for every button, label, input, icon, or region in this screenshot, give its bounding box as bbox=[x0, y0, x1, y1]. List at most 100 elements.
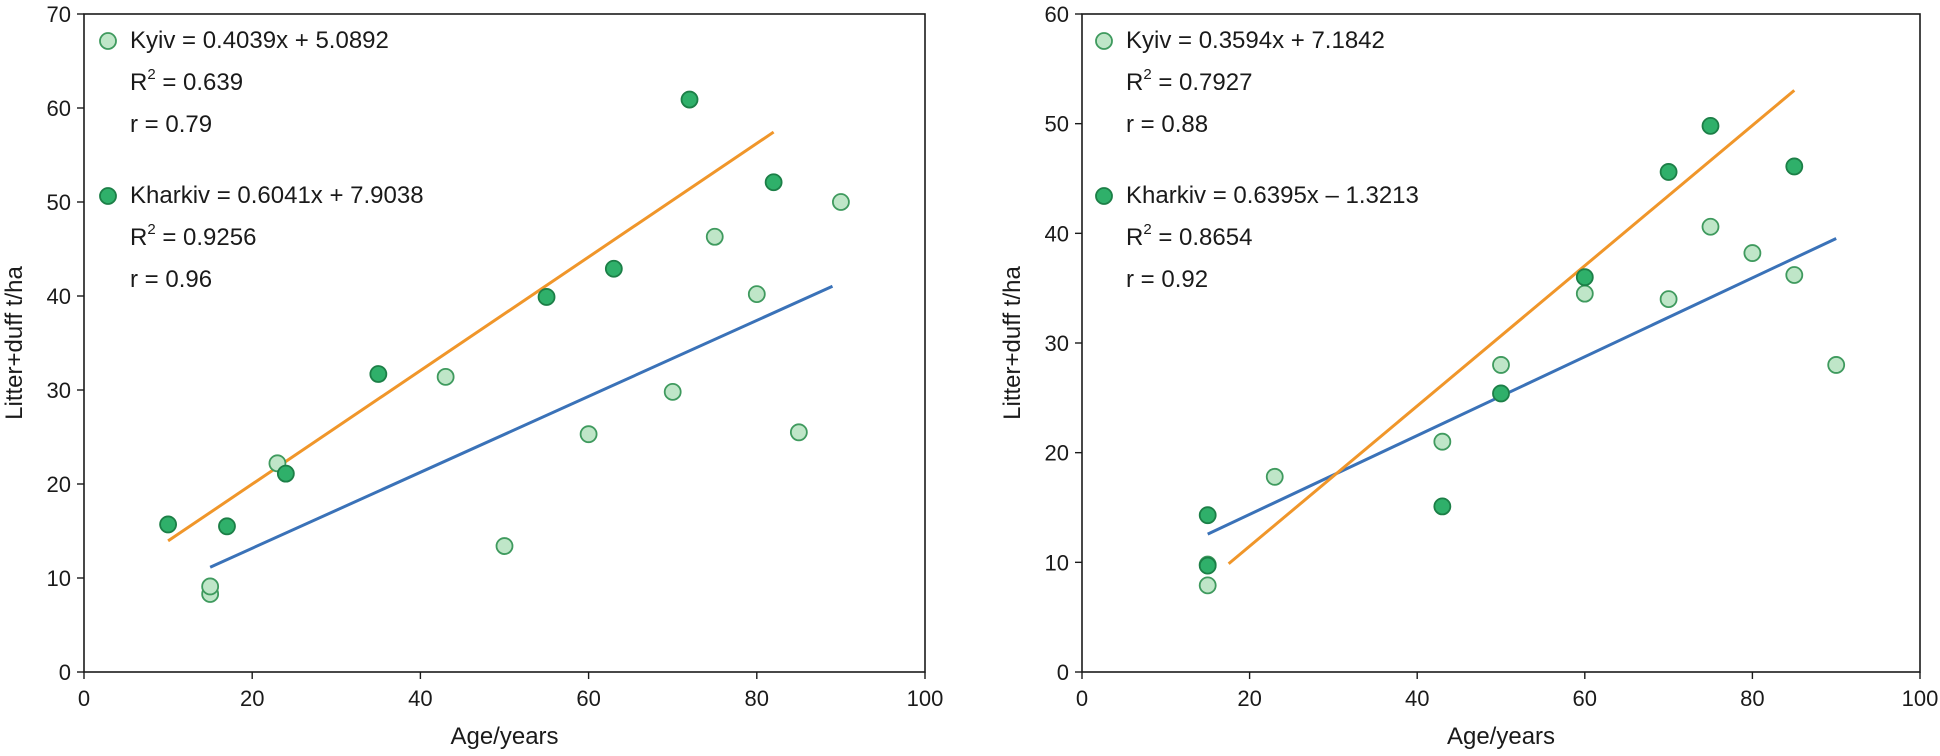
data-point-kyiv bbox=[1659, 290, 1678, 309]
y-tick-label: 60 bbox=[1045, 2, 1069, 27]
legend-equation: Kyiv = 0.3594x + 7.1842 bbox=[1126, 27, 1385, 54]
data-point-kharkiv bbox=[1492, 384, 1510, 403]
x-tick-label: 80 bbox=[745, 686, 769, 711]
x-tick-label: 60 bbox=[576, 686, 600, 711]
r-squared-symbol: R bbox=[130, 224, 147, 251]
r-squared-value: = 0.639 bbox=[156, 69, 243, 96]
y-axis-title: Litter+duff t/ha bbox=[1, 266, 28, 420]
trendline-kyiv bbox=[1207, 237, 1837, 536]
y-tick-label: 10 bbox=[47, 566, 71, 591]
data-point-kyiv bbox=[1785, 266, 1804, 284]
legend-r-squared: R2 = 0.8654 bbox=[1126, 221, 1252, 251]
chart-panel-2: 0 20 40 60 80 100 0 10 20 30 40 50 60 Age/years Litter… bbox=[999, 2, 1938, 750]
x-tick-label: 80 bbox=[1740, 686, 1764, 711]
y-tick-label: 40 bbox=[1045, 221, 1069, 246]
legend-kyiv: Kyiv = 0.3594x + 7.1842 R2 = 0.7927 r = 0.… bbox=[1095, 27, 1385, 138]
legend-marker bbox=[99, 32, 117, 50]
data-point-kyiv bbox=[747, 285, 766, 304]
data-point-kyiv bbox=[1701, 217, 1720, 236]
data-point-kyiv bbox=[1492, 356, 1510, 374]
data-point-kyiv bbox=[1827, 356, 1846, 374]
data-point-kharkiv bbox=[1433, 497, 1452, 516]
legend-kyiv: Kyiv = 0.4039x + 5.0892 R2 = 0.639 r = 0.7… bbox=[99, 27, 389, 138]
y-tick-label: 60 bbox=[47, 96, 71, 121]
r-squared-symbol: R bbox=[1126, 224, 1143, 251]
r-squared-superscript: 2 bbox=[147, 221, 155, 238]
data-point-kyiv bbox=[1198, 576, 1217, 595]
data-point-kyiv bbox=[579, 425, 598, 444]
data-point-kyiv bbox=[789, 423, 808, 442]
data-point-kyiv bbox=[1433, 432, 1452, 451]
legend-kharkiv: Kharkiv = 0.6395x – 1.3213 R2 = 0.8654 r =… bbox=[1095, 182, 1419, 293]
x-tick-label: 40 bbox=[408, 686, 432, 711]
y-tick-label: 70 bbox=[47, 2, 71, 27]
data-point-kharkiv bbox=[159, 515, 178, 534]
data-point-kharkiv bbox=[1575, 268, 1594, 287]
legend-r-squared: R2 = 0.639 bbox=[130, 66, 243, 96]
x-axis-title: Age/years bbox=[450, 723, 558, 750]
data-point-kharkiv bbox=[218, 517, 236, 536]
data-point-kyiv bbox=[1265, 467, 1284, 486]
x-tick-label: 0 bbox=[78, 686, 90, 711]
data-point-kharkiv bbox=[764, 173, 783, 192]
trendline-kharkiv bbox=[167, 130, 775, 543]
legend-r-squared: R2 = 0.9256 bbox=[130, 221, 256, 251]
r-squared-value: = 0.8654 bbox=[1152, 224, 1253, 251]
data-point-kharkiv bbox=[1659, 163, 1678, 181]
r-squared-symbol: R bbox=[130, 69, 147, 96]
x-tick-label: 20 bbox=[240, 686, 264, 711]
data-point-kharkiv bbox=[1198, 556, 1217, 575]
y-tick-label: 0 bbox=[1057, 660, 1069, 685]
legend-marker bbox=[1095, 187, 1113, 205]
y-tick-label: 40 bbox=[47, 284, 71, 309]
r-squared-symbol: R bbox=[1126, 69, 1143, 96]
legend-kharkiv: Kharkiv = 0.6041x + 7.9038 R2 = 0.9256 r =… bbox=[99, 182, 424, 293]
legend-marker bbox=[99, 187, 117, 205]
y-tick-label: 20 bbox=[1045, 441, 1069, 466]
chart-panel-1: 0 20 40 60 80 100 0 10 20 30 40 50 60 70 Age/years Litt… bbox=[1, 2, 943, 750]
trendline-kharkiv bbox=[1227, 89, 1796, 565]
r-squared-superscript: 2 bbox=[1143, 66, 1151, 83]
legend-r-squared: R2 = 0.7927 bbox=[1126, 66, 1252, 96]
data-point-kharkiv bbox=[680, 90, 699, 109]
y-tick-label: 10 bbox=[1045, 550, 1069, 575]
x-tick-label: 100 bbox=[907, 686, 944, 711]
data-point-kharkiv bbox=[604, 259, 623, 278]
data-point-kharkiv bbox=[1785, 157, 1804, 176]
y-tick-label: 20 bbox=[47, 472, 71, 497]
legend-equation: Kharkiv = 0.6395x – 1.3213 bbox=[1126, 182, 1419, 209]
data-point-kyiv bbox=[1575, 284, 1594, 303]
data-point-kyiv bbox=[832, 193, 850, 211]
legend-r-value: r = 0.88 bbox=[1126, 111, 1208, 138]
legend-r-value: r = 0.79 bbox=[130, 111, 212, 138]
x-tick-label: 20 bbox=[1237, 686, 1261, 711]
y-axis-title: Litter+duff t/ha bbox=[999, 266, 1026, 420]
data-point-kharkiv bbox=[537, 288, 556, 306]
data-point-kyiv bbox=[1743, 244, 1762, 262]
y-tick-label: 30 bbox=[1045, 331, 1069, 356]
data-point-kyiv bbox=[495, 537, 514, 555]
data-point-kharkiv bbox=[1701, 116, 1720, 135]
y-tick-label: 50 bbox=[47, 190, 71, 215]
data-point-kharkiv bbox=[276, 464, 295, 483]
r-squared-superscript: 2 bbox=[1143, 221, 1151, 238]
x-tick-label: 40 bbox=[1405, 686, 1429, 711]
legend-r-value: r = 0.92 bbox=[1126, 266, 1208, 293]
y-tick-label: 30 bbox=[47, 378, 71, 403]
legend-equation: Kharkiv = 0.6041x + 7.9038 bbox=[130, 182, 424, 209]
r-squared-superscript: 2 bbox=[147, 66, 155, 83]
data-point-kyiv bbox=[201, 577, 220, 596]
y-tick-label: 50 bbox=[1045, 112, 1069, 137]
r-squared-value: = 0.7927 bbox=[1152, 69, 1253, 96]
data-point-kyiv bbox=[705, 227, 724, 246]
legend-r-value: r = 0.96 bbox=[130, 266, 212, 293]
trendline-kyiv bbox=[209, 284, 834, 569]
r-squared-value: = 0.9256 bbox=[156, 224, 257, 251]
x-axis-title: Age/years bbox=[1447, 723, 1555, 750]
legend-equation: Kyiv = 0.4039x + 5.0892 bbox=[130, 27, 389, 54]
data-point-kharkiv bbox=[369, 365, 388, 383]
plot-frame bbox=[83, 13, 926, 673]
legend-marker bbox=[1095, 32, 1113, 50]
x-tick-label: 100 bbox=[1902, 686, 1939, 711]
